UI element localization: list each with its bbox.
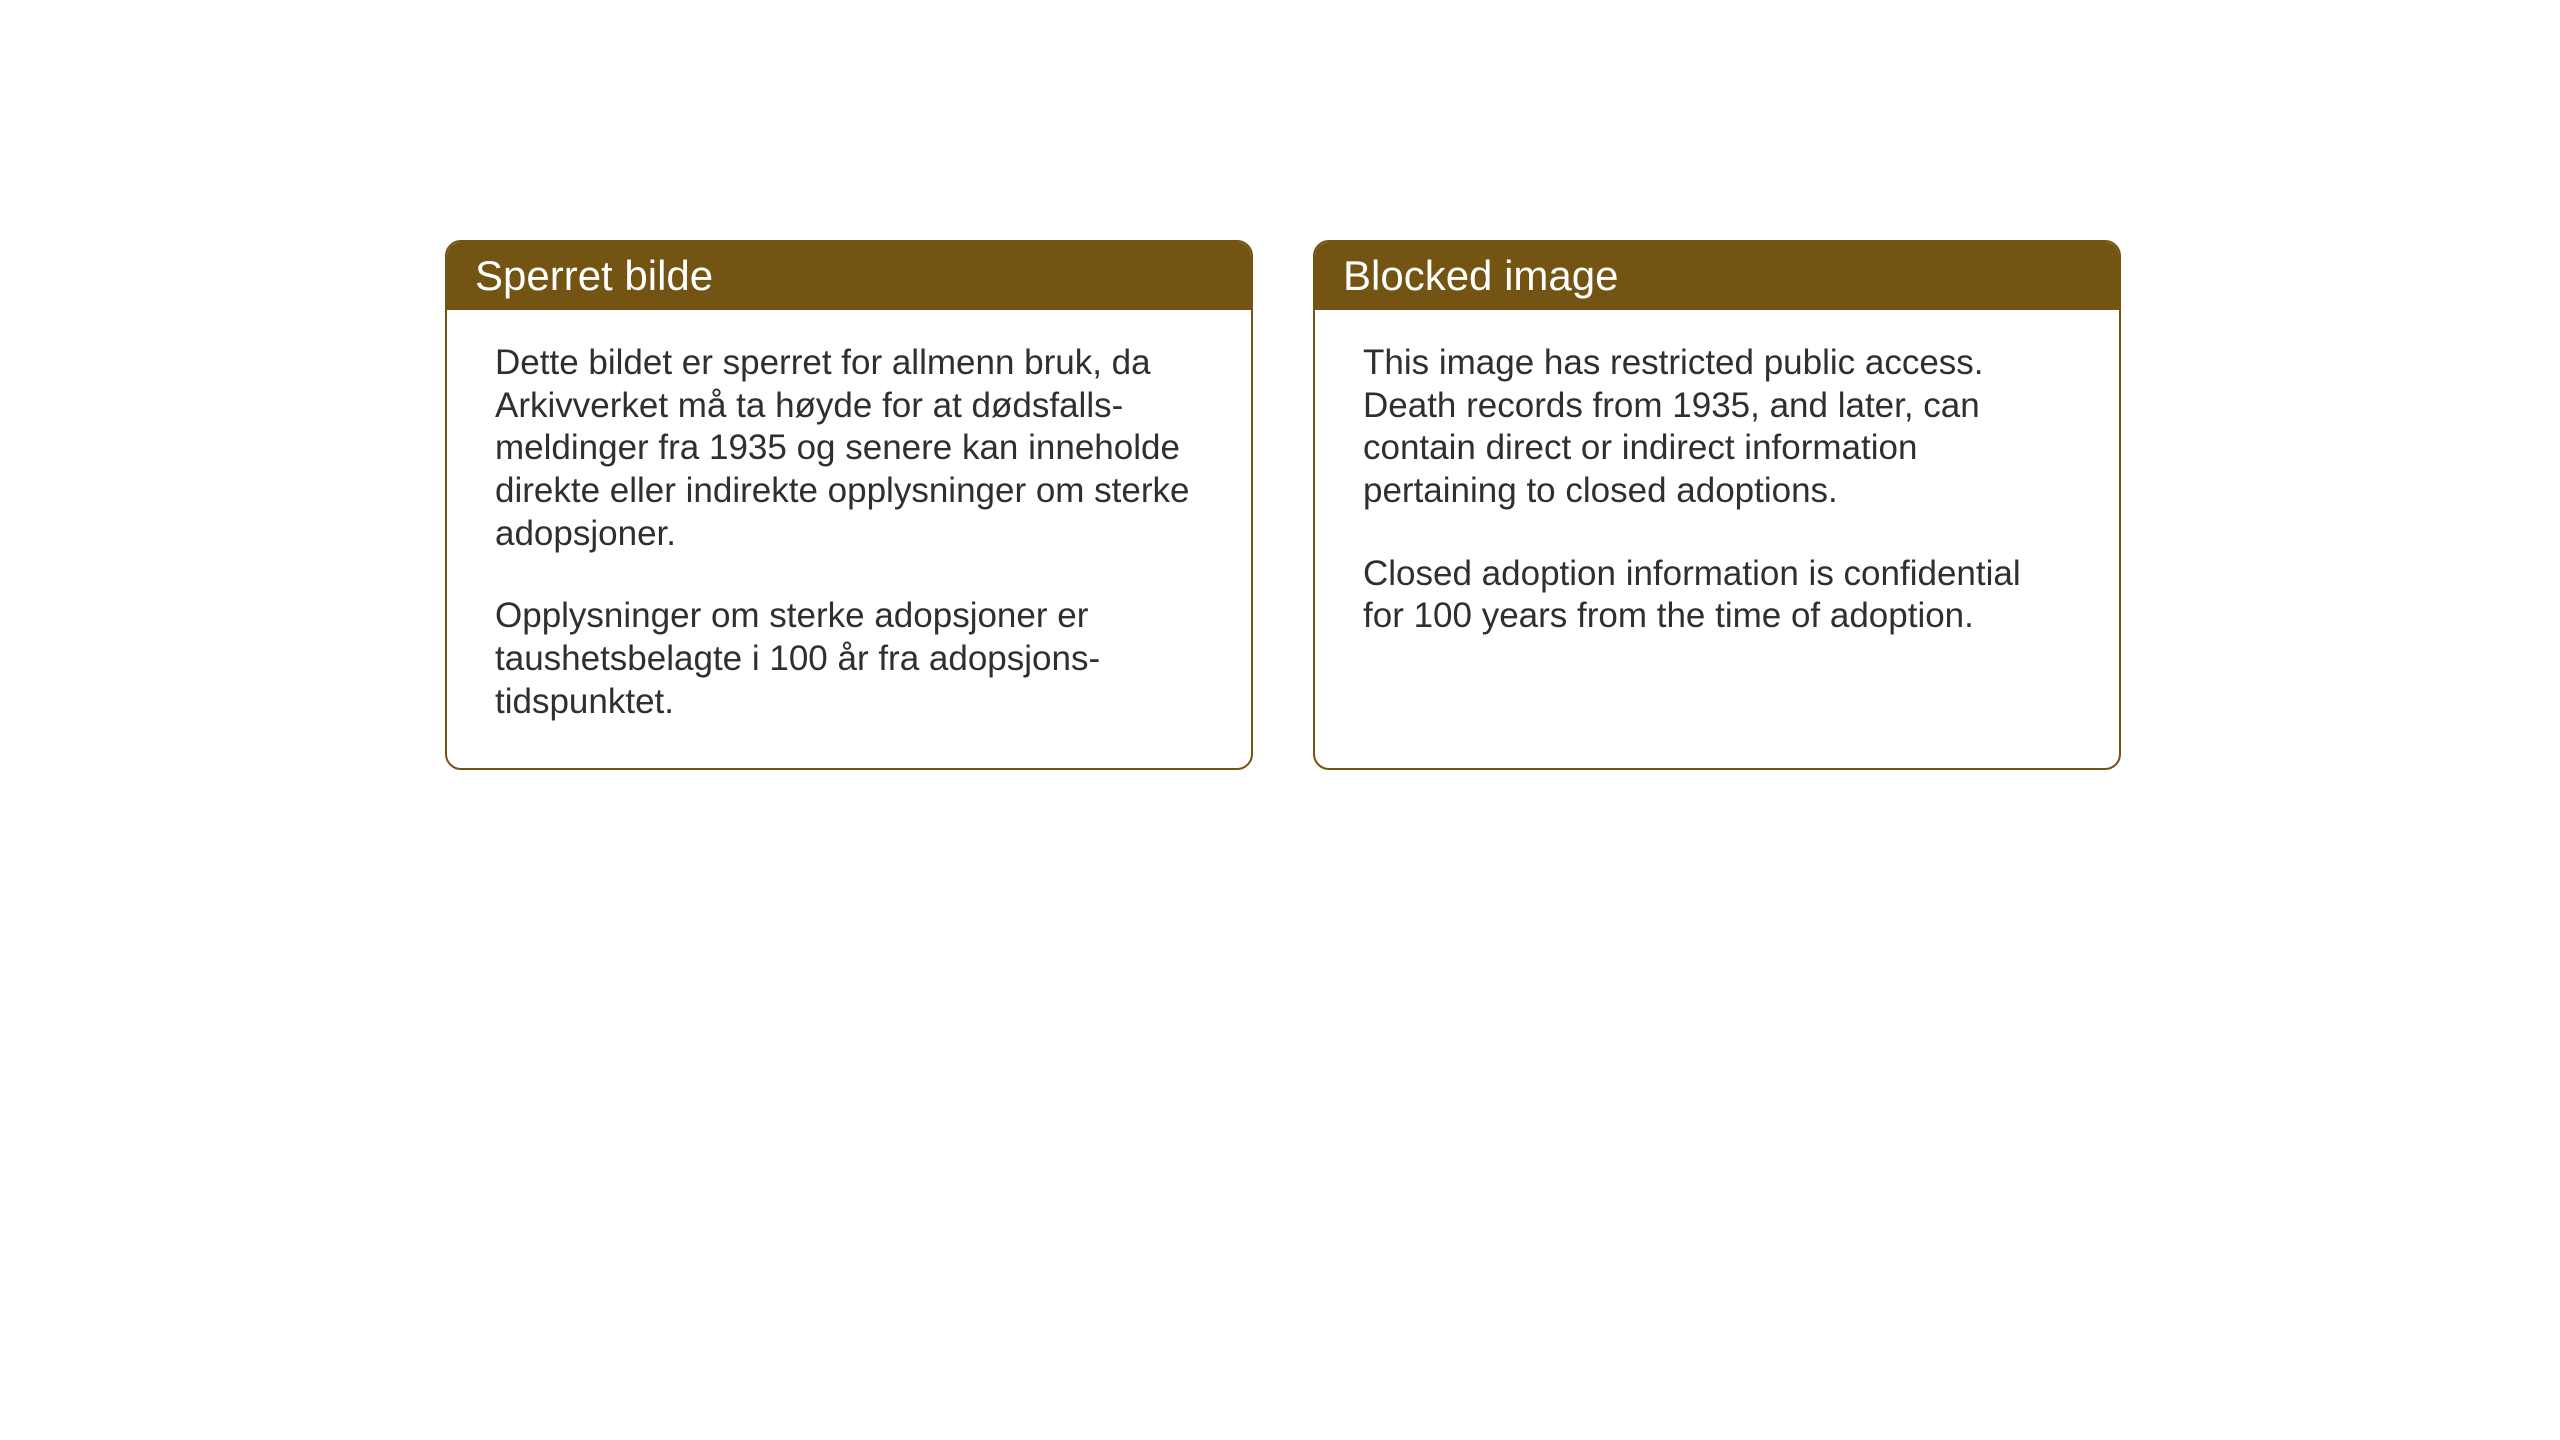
card-body-norwegian: Dette bildet er sperret for allmenn bruk… [447, 310, 1251, 768]
card-title-english: Blocked image [1343, 252, 1618, 299]
card-header-norwegian: Sperret bilde [447, 242, 1251, 310]
card-header-english: Blocked image [1315, 242, 2119, 310]
card-title-norwegian: Sperret bilde [475, 252, 713, 299]
card-body-english: This image has restricted public access.… [1315, 310, 2119, 682]
notice-card-norwegian: Sperret bilde Dette bildet er sperret fo… [445, 240, 1253, 770]
paragraph-norwegian-2: Opplysninger om sterke adopsjoner er tau… [495, 595, 1203, 723]
paragraph-english-2: Closed adoption information is confident… [1363, 553, 2071, 638]
notice-container: Sperret bilde Dette bildet er sperret fo… [445, 240, 2121, 770]
notice-card-english: Blocked image This image has restricted … [1313, 240, 2121, 770]
paragraph-english-1: This image has restricted public access.… [1363, 342, 2071, 513]
paragraph-norwegian-1: Dette bildet er sperret for allmenn bruk… [495, 342, 1203, 555]
